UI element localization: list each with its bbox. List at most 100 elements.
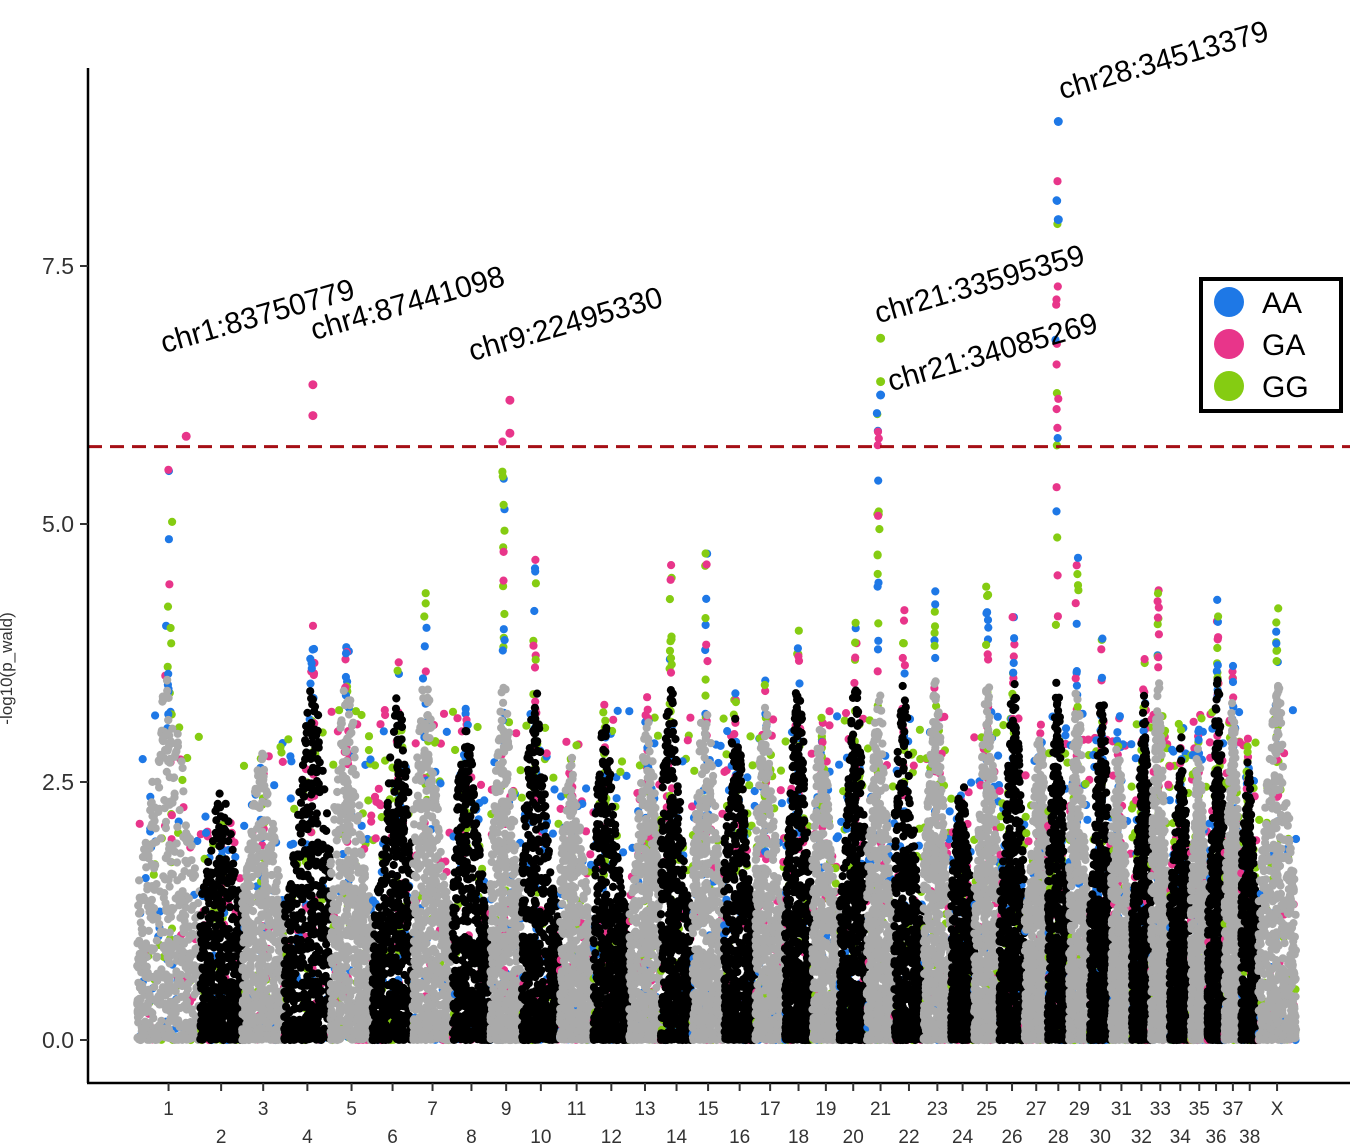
snp-point (397, 722, 407, 732)
snp-point (165, 758, 174, 767)
snp-point (282, 944, 291, 953)
snp-point (420, 803, 429, 812)
snp-point (342, 962, 351, 971)
snp-point (257, 896, 266, 905)
snp-point (165, 580, 174, 589)
snp-point (341, 649, 351, 658)
snp-point (185, 922, 194, 931)
snp-point (153, 1030, 162, 1039)
snp-point (350, 847, 359, 856)
snp-point (213, 799, 222, 809)
snp-point (141, 972, 150, 982)
snp-point (326, 1001, 335, 1010)
snp-point (413, 1024, 422, 1033)
snp-point (259, 816, 268, 825)
snp-point (240, 1035, 249, 1044)
snp-point (332, 836, 341, 845)
snp-point (392, 694, 401, 703)
snp-point (240, 882, 249, 891)
snp-point (341, 747, 350, 756)
snp-point (404, 845, 413, 854)
snp-point (190, 990, 199, 999)
snp-point (342, 817, 351, 826)
snp-point (308, 1004, 317, 1013)
snp-point (205, 919, 214, 928)
snp-point (296, 798, 306, 807)
snp-point (420, 1031, 429, 1040)
snp-point (155, 1000, 164, 1009)
snp-point (370, 761, 380, 770)
snp-point (190, 864, 199, 873)
snp-point (224, 837, 233, 846)
snp-point (332, 850, 341, 859)
snp-point (263, 789, 272, 798)
snp-point (402, 767, 411, 776)
snp-point (307, 943, 316, 952)
snp-point (205, 952, 214, 961)
snp-point (337, 764, 346, 773)
snp-point (342, 792, 351, 801)
snp-point (333, 988, 342, 997)
snp-point (193, 836, 202, 846)
snp-point (145, 990, 154, 1000)
snp-point (297, 1034, 306, 1043)
snp-point (134, 909, 144, 918)
snp-point (172, 967, 181, 976)
snp-point (260, 877, 269, 886)
snp-point (239, 963, 248, 972)
snp-point (239, 981, 248, 990)
snp-point (199, 1034, 209, 1043)
snp-point (166, 623, 175, 633)
snp-point (284, 920, 293, 929)
snp-point (326, 955, 335, 964)
snp-point (436, 952, 445, 961)
snp-point (413, 753, 422, 762)
snp-point (229, 859, 238, 868)
snp-point (189, 974, 198, 984)
snp-point (151, 711, 160, 720)
snp-point (163, 850, 172, 859)
snp-point (322, 826, 331, 836)
snp-point (388, 888, 397, 897)
snp-point (322, 809, 332, 818)
snp-point (418, 686, 427, 695)
snp-point (393, 806, 402, 815)
snp-point (427, 778, 436, 787)
snp-point (400, 986, 409, 995)
snp-point (252, 789, 261, 798)
snp-point (431, 794, 440, 803)
snp-point (203, 988, 212, 998)
snp-point (208, 868, 217, 877)
snp-point (370, 1033, 379, 1042)
chromosome-points-3 (238, 739, 289, 1045)
snp-point (358, 875, 367, 884)
snp-point (225, 872, 234, 881)
snp-point (146, 1007, 155, 1016)
snp-point (424, 906, 433, 915)
snp-point (152, 952, 162, 961)
snp-point (298, 782, 308, 791)
snp-point (350, 753, 359, 762)
snp-point (451, 745, 460, 755)
snp-point (316, 888, 325, 898)
snp-point (298, 914, 307, 923)
snp-point (204, 857, 213, 867)
snp-point (390, 979, 399, 988)
snp-point (173, 729, 182, 738)
snp-point (204, 929, 213, 938)
snp-point (286, 881, 295, 891)
snp-point (186, 931, 195, 940)
snp-point (181, 1032, 190, 1041)
snp-point (318, 859, 327, 869)
snp-point (386, 753, 395, 762)
snp-point (275, 920, 284, 929)
snp-point (138, 1002, 148, 1011)
snp-point (238, 898, 247, 907)
snp-point (378, 1015, 387, 1024)
snp-point (134, 1018, 143, 1027)
snp-point (284, 905, 293, 914)
snp-point (355, 865, 364, 874)
snp-point (183, 831, 192, 841)
snp-point (377, 962, 386, 971)
snp-point (384, 1032, 393, 1041)
